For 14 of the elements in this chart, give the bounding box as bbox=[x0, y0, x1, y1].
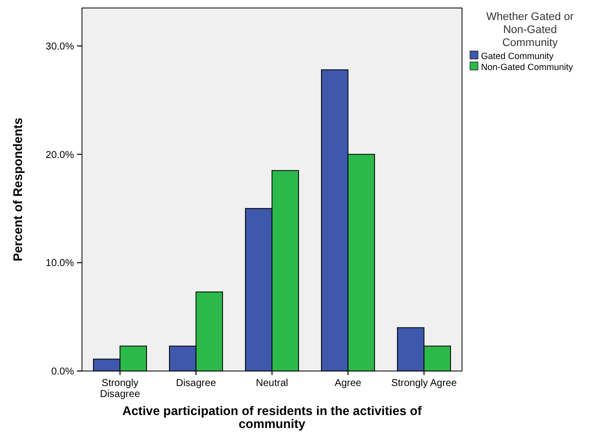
x-tick-label: Neutral bbox=[256, 378, 288, 389]
x-tick-label: Disagree bbox=[176, 378, 216, 389]
x-tick-label: Agree bbox=[334, 378, 362, 389]
y-tick-label: 0.0% bbox=[51, 366, 74, 378]
legend-label: Gated Community bbox=[481, 51, 554, 61]
legend-title: Whether Gated or Non-Gated Community bbox=[486, 11, 574, 49]
y-axis-title: Percent of Respondents bbox=[11, 118, 25, 262]
legend-label: Non-Gated Community bbox=[481, 62, 574, 72]
x-axis-title: Active participation of residents in the activities of community bbox=[122, 404, 423, 431]
y-tick-label: 20.0% bbox=[46, 150, 74, 161]
x-tick-label: Strongly Agree bbox=[391, 378, 458, 389]
x-tick-label: Strongly Disagree bbox=[100, 378, 140, 400]
y-tick-label: 30.0% bbox=[46, 41, 74, 52]
y-tick-label: 10.0% bbox=[46, 258, 74, 270]
